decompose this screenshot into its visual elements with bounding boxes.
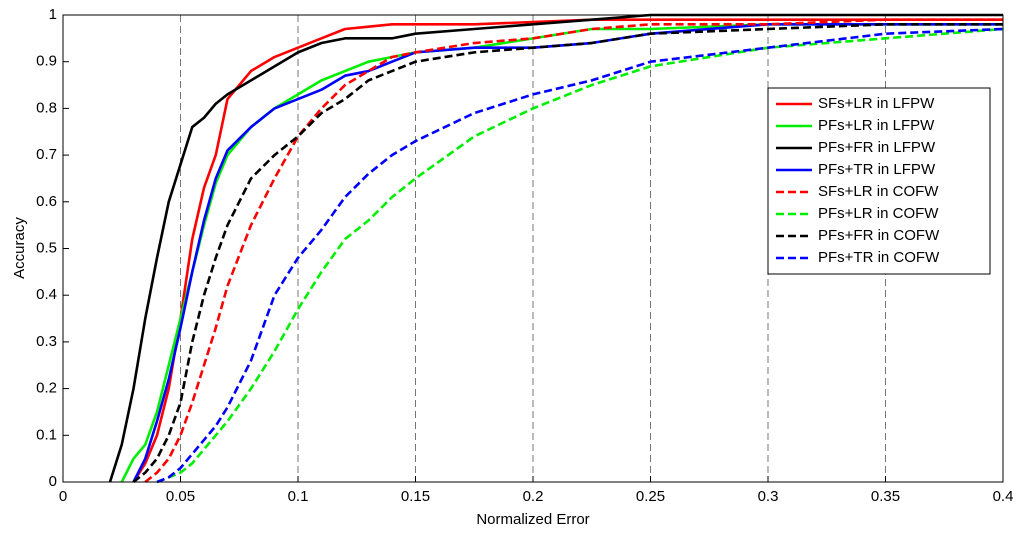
legend-label: SFs+LR in COFW [818,183,939,200]
legend-label: PFs+FR in COFW [818,227,940,244]
series-line [132,23,1003,484]
x-tick-label: 0.1 [288,488,309,505]
x-tick-label: 0.4 [993,488,1014,505]
y-tick-label: 0.1 [36,426,57,443]
legend-label: PFs+FR in LFPW [818,139,936,156]
y-tick-label: 1 [49,6,57,23]
legend-label: PFs+TR in COFW [818,249,940,266]
legend-label: SFs+LR in LFPW [818,95,935,112]
y-tick-label: 0.4 [36,286,57,303]
y-tick-label: 0.6 [36,193,57,210]
y-tick-label: 0.7 [36,146,57,163]
series-line [156,27,1004,484]
legend-label: PFs+TR in LFPW [818,161,936,178]
plot-frame [62,14,1004,483]
y-tick-label: 0.3 [36,333,57,350]
x-axis-label: Normalized Error [476,511,589,528]
x-tick-label: 0.3 [758,488,779,505]
x-tick-label: 0.35 [871,488,900,505]
series-line [156,27,1004,484]
x-tick-label: 0.25 [636,488,665,505]
y-tick-label: 0.2 [36,380,57,397]
y-axis-label: Accuracy [11,217,28,279]
y-tick-label: 0.9 [36,53,57,70]
x-tick-label: 0 [59,488,67,505]
legend-label: PFs+LR in LFPW [818,117,935,134]
y-tick-label: 0.8 [36,99,57,116]
legend-label: PFs+LR in COFW [818,205,939,222]
series-line [144,18,1003,484]
x-tick-label: 0.15 [401,488,430,505]
x-tick-label: 0.05 [166,488,195,505]
series-line [108,13,1003,483]
legend-box [767,87,991,275]
series-line [120,23,1003,483]
y-tick-label: 0 [49,473,57,490]
x-tick-label: 0.2 [523,488,544,505]
y-tick-label: 0.5 [36,239,57,256]
